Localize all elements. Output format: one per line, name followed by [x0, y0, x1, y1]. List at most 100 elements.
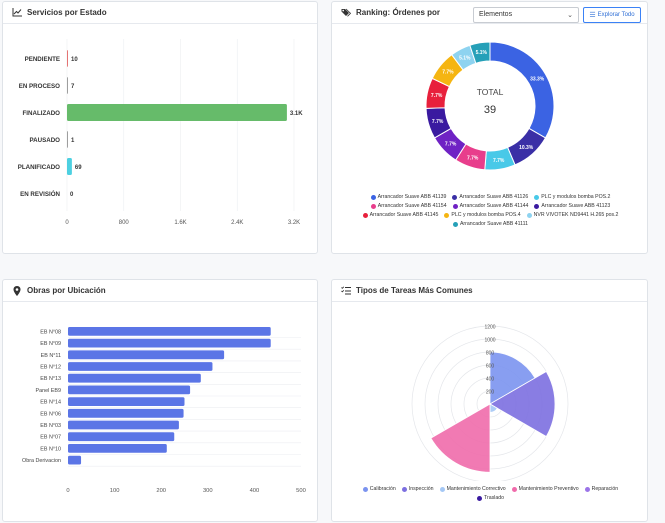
legend-label: Calibración: [369, 486, 396, 492]
legend-swatch: [452, 221, 458, 227]
legend-label: Arrancador Suave ABB 41123: [541, 203, 611, 209]
legend-swatch: [401, 486, 407, 492]
category-label: FINALIZADO: [23, 110, 61, 117]
chevron-down-icon: ⌄: [567, 12, 573, 19]
category-label: EB N°06: [40, 411, 61, 417]
value-label: 0: [70, 192, 74, 198]
bar-eb-n-03: [68, 420, 179, 430]
legend-item[interactable]: Inspección: [401, 486, 434, 492]
legend-swatch: [534, 194, 540, 200]
r-tick-label: 1000: [484, 338, 495, 344]
bar-pausado: [67, 131, 68, 148]
legend-swatch: [444, 212, 450, 218]
legend-label: Arrancador Suave ABB 41145: [369, 212, 439, 218]
location-bar-chart: 0 100 200 300 400 500 EB N°08 EB N°09 EB N°11 EB …: [22, 327, 306, 494]
category-label: EB N°12: [40, 365, 61, 371]
legend-item[interactable]: NVR VIVOTEK ND9441 H.265 pos.2: [526, 212, 618, 218]
slice-value-label: 5.1%: [476, 50, 488, 56]
x-tick-label: 3.2K: [288, 220, 300, 226]
legend-item[interactable]: Arrancador Suave ABB 41145: [362, 212, 439, 218]
bar-panel-eb9: [68, 385, 191, 395]
legend-label: Arrancador Suave ABB 41111: [459, 221, 529, 227]
slice-value-label: 7.7%: [442, 69, 454, 75]
legend-item[interactable]: Calibración: [362, 486, 396, 492]
category-label: EB N°07: [40, 435, 61, 441]
r-tick-label: 200: [486, 390, 495, 396]
bar-eb-n-07: [68, 432, 175, 442]
legend-swatch: [439, 486, 445, 492]
bar-eb-n-08: [68, 327, 271, 336]
x-tick-label: 200: [156, 488, 166, 494]
legend-swatch: [526, 212, 532, 218]
legend-label: Mantenimiento Preventivo: [518, 486, 579, 492]
bar-finalizado: [67, 104, 287, 121]
legend-item[interactable]: Arrancador Suave ABB 41144: [452, 203, 528, 209]
r-tick-label: 800: [486, 351, 495, 357]
line-chart-icon: [11, 7, 22, 18]
legend-label: PLC y modulos bomba POS.2: [541, 194, 611, 200]
legend-label: Arrancador Suave ABB 41126: [459, 194, 529, 200]
tasks-polar-chart: 1200 1000 800 600 400 200: [411, 325, 569, 481]
legend-swatch: [370, 203, 376, 209]
category-label: EB N°14: [40, 400, 61, 406]
legend-swatch: [584, 486, 590, 492]
legend-item[interactable]: Arrancador Suave ABB 41111: [452, 221, 529, 227]
bar-pendiente: [67, 50, 68, 67]
legend-swatch: [370, 194, 376, 200]
slice-value-label: 33.3%: [530, 77, 545, 83]
legend-item[interactable]: Traslado: [477, 495, 504, 501]
r-tick-label: 1200: [484, 325, 495, 331]
tasks-panel-header: Tipos de Tareas Más Comunes: [332, 280, 647, 302]
ranking-donut-chart: 33.3% 10.3% 7.7% 7.7% 7.7% 7.7% 7.7% 7.7% 5.1% 5.…: [425, 41, 555, 171]
ranking-panel-title: Ranking: Órdenes por: [356, 8, 441, 17]
legend-item[interactable]: Arrancador Suave ABB 41126: [452, 194, 528, 200]
legend-label: Reparación: [591, 486, 619, 492]
slice-value-label: 5.1%: [459, 56, 471, 62]
x-tick-label: 100: [110, 488, 120, 494]
bar-planificado: [67, 158, 72, 175]
legend-swatch: [477, 495, 482, 501]
location-panel-title: Obras por Ubicación: [27, 286, 106, 295]
category-label: PAUSADO: [30, 137, 61, 144]
legend-item[interactable]: Mantenimiento Preventivo: [511, 486, 579, 492]
slice-value-label: 10.3%: [519, 145, 534, 151]
ranking-legend: Arrancador Suave ABB 41139 Arrancador Sua…: [352, 194, 629, 227]
legend-label: Traslado: [484, 495, 504, 501]
bar-eb-n-10: [68, 444, 167, 453]
polar-grid-ring: [411, 325, 569, 481]
list-icon: ☰: [589, 12, 596, 19]
bar-eb-n-11: [68, 350, 225, 360]
tags-icon: [340, 7, 351, 18]
polar-segment-calibracion: [489, 351, 536, 405]
r-tick-label: 600: [486, 364, 495, 370]
ranking-select[interactable]: Elementos ⌄: [473, 7, 579, 23]
bar-eb-n-13: [68, 373, 201, 383]
tasks-panel-title: Tipos de Tareas Más Comunes: [356, 286, 473, 295]
legend-label: Mantenimiento Correctivo: [446, 486, 506, 492]
legend-swatch: [362, 212, 368, 218]
legend-item[interactable]: PLC y modulos bomba POS.2: [534, 194, 610, 200]
donut-total-label: TOTAL: [477, 87, 504, 97]
explore-all-button[interactable]: ☰ Explorar Todo: [583, 7, 641, 23]
polar-segment-mantenimiento-preventivo: [430, 403, 491, 473]
tasks-panel: Tipos de Tareas Más Comunes 1200 1000 800 6…: [331, 279, 648, 522]
bar-eb-n-12: [68, 362, 213, 371]
slice-value-label: 7.7%: [493, 158, 505, 164]
legend-item[interactable]: Arrancador Suave ABB 41123: [534, 203, 610, 209]
legend-item[interactable]: Arrancador Suave ABB 41139: [370, 194, 446, 200]
legend-item[interactable]: Arrancador Suave ABB 41154: [370, 203, 447, 209]
explore-all-label: Explorar Todo: [597, 12, 635, 18]
category-label: EB N°13: [40, 376, 61, 382]
legend-label: Inspección: [408, 486, 434, 492]
legend-item[interactable]: Mantenimiento Correctivo: [439, 486, 506, 492]
x-tick-label: 0: [66, 488, 69, 494]
category-label: Obra Derivacion: [22, 458, 61, 464]
polar-segment-inspeccion: [489, 370, 556, 438]
x-tick-label: 300: [203, 488, 213, 494]
legend-item[interactable]: Reparación: [584, 486, 619, 492]
legend-item[interactable]: PLC y modulos bomba POS.4: [444, 212, 521, 218]
legend-swatch: [511, 486, 517, 492]
slice-value-label: 7.7%: [467, 156, 479, 162]
bar-en-proceso: [67, 77, 68, 94]
